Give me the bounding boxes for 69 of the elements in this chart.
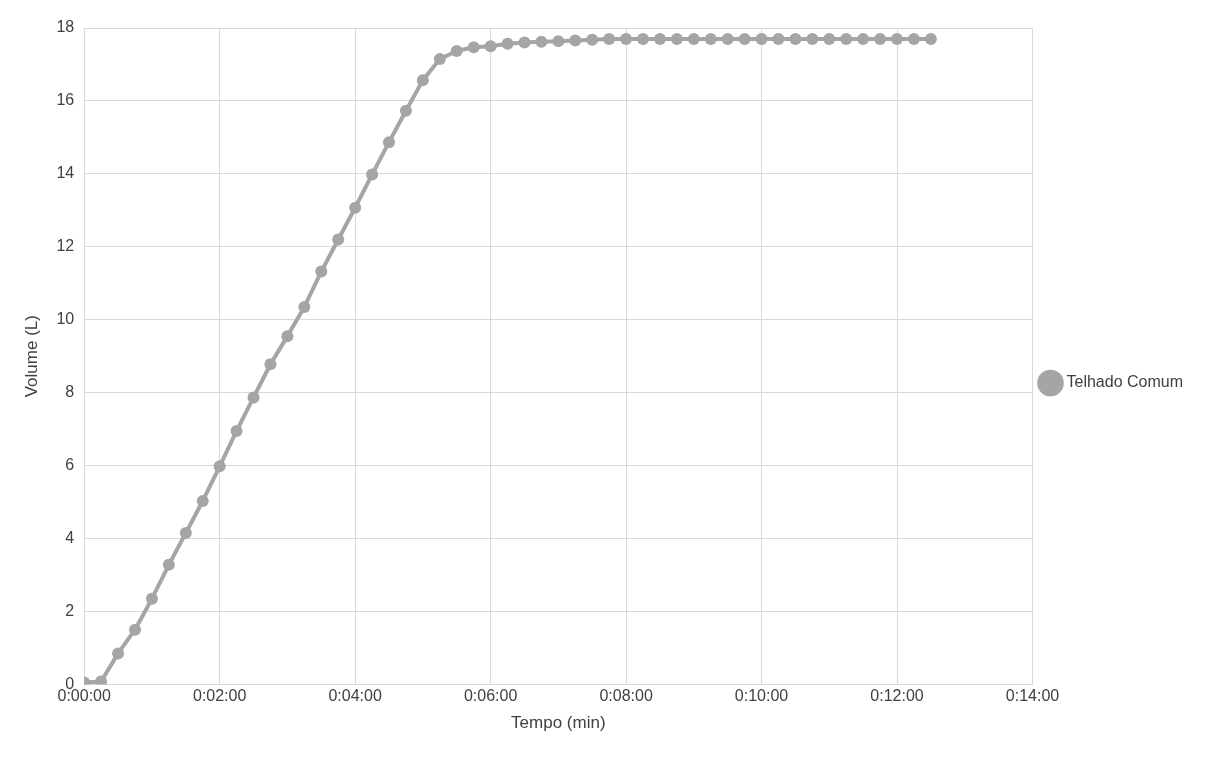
x-tick-label: 0:12:00: [870, 687, 924, 705]
point: [637, 32, 650, 45]
point: [704, 32, 717, 45]
point: [518, 36, 531, 49]
y-tick-label: 8: [65, 383, 75, 401]
point: [874, 32, 887, 45]
point: [738, 32, 751, 45]
y-tick-label: 4: [65, 528, 75, 546]
point: [501, 37, 514, 50]
y-tick-label: 6: [65, 456, 75, 474]
legend-label: Telhado Comum: [1066, 373, 1183, 391]
point: [112, 647, 125, 660]
x-axis-title: Tempo (min): [511, 713, 606, 733]
point: [332, 233, 345, 246]
point: [129, 623, 141, 636]
y-tick-label: 10: [56, 310, 75, 328]
point: [806, 32, 819, 45]
point: [179, 527, 192, 540]
point: [840, 32, 853, 45]
x-tick-label: 0:02:00: [192, 687, 247, 705]
point: [247, 391, 260, 404]
y-tick-label: 14: [56, 164, 75, 182]
point: [213, 460, 226, 473]
y-tick-label: 16: [56, 91, 75, 109]
point: [450, 44, 463, 57]
x-tick-label: 0:14:00: [1005, 687, 1060, 705]
point: [315, 265, 328, 278]
point: [95, 675, 108, 685]
point: [416, 74, 429, 87]
point: [349, 201, 362, 214]
point: [484, 40, 497, 53]
y-axis-title: Volume (L): [21, 315, 41, 398]
point: [264, 358, 277, 371]
y-tick-label: 12: [56, 237, 75, 255]
point: [721, 32, 734, 45]
point: [196, 494, 209, 507]
y-tick-label: 2: [65, 601, 75, 619]
point: [687, 32, 700, 45]
x-tick-label: 0:06:00: [463, 687, 518, 705]
point: [433, 53, 446, 65]
point: [772, 32, 785, 45]
point: [823, 32, 836, 45]
x-tick-label: 0:10:00: [734, 687, 789, 705]
point: [586, 33, 599, 46]
point: [383, 136, 396, 149]
point: [907, 32, 920, 45]
point: [162, 558, 175, 571]
point: [924, 32, 937, 45]
point: [620, 32, 633, 45]
point: [298, 300, 311, 313]
point: [399, 104, 412, 117]
y-tick-label: 18: [56, 18, 75, 36]
point: [670, 32, 683, 45]
point: [653, 32, 666, 45]
point: [755, 32, 768, 45]
point: [281, 330, 294, 343]
point: [230, 424, 243, 437]
point: [789, 32, 802, 45]
point: [891, 32, 904, 45]
point: [603, 32, 616, 45]
point: [552, 35, 565, 48]
point: [535, 35, 548, 48]
point: [569, 34, 582, 47]
point: [857, 32, 870, 45]
point: [467, 41, 480, 54]
x-tick-label: 0:08:00: [599, 687, 653, 705]
x-tick-label: 0:04:00: [328, 687, 382, 705]
point: [145, 592, 158, 605]
point: [366, 168, 379, 181]
